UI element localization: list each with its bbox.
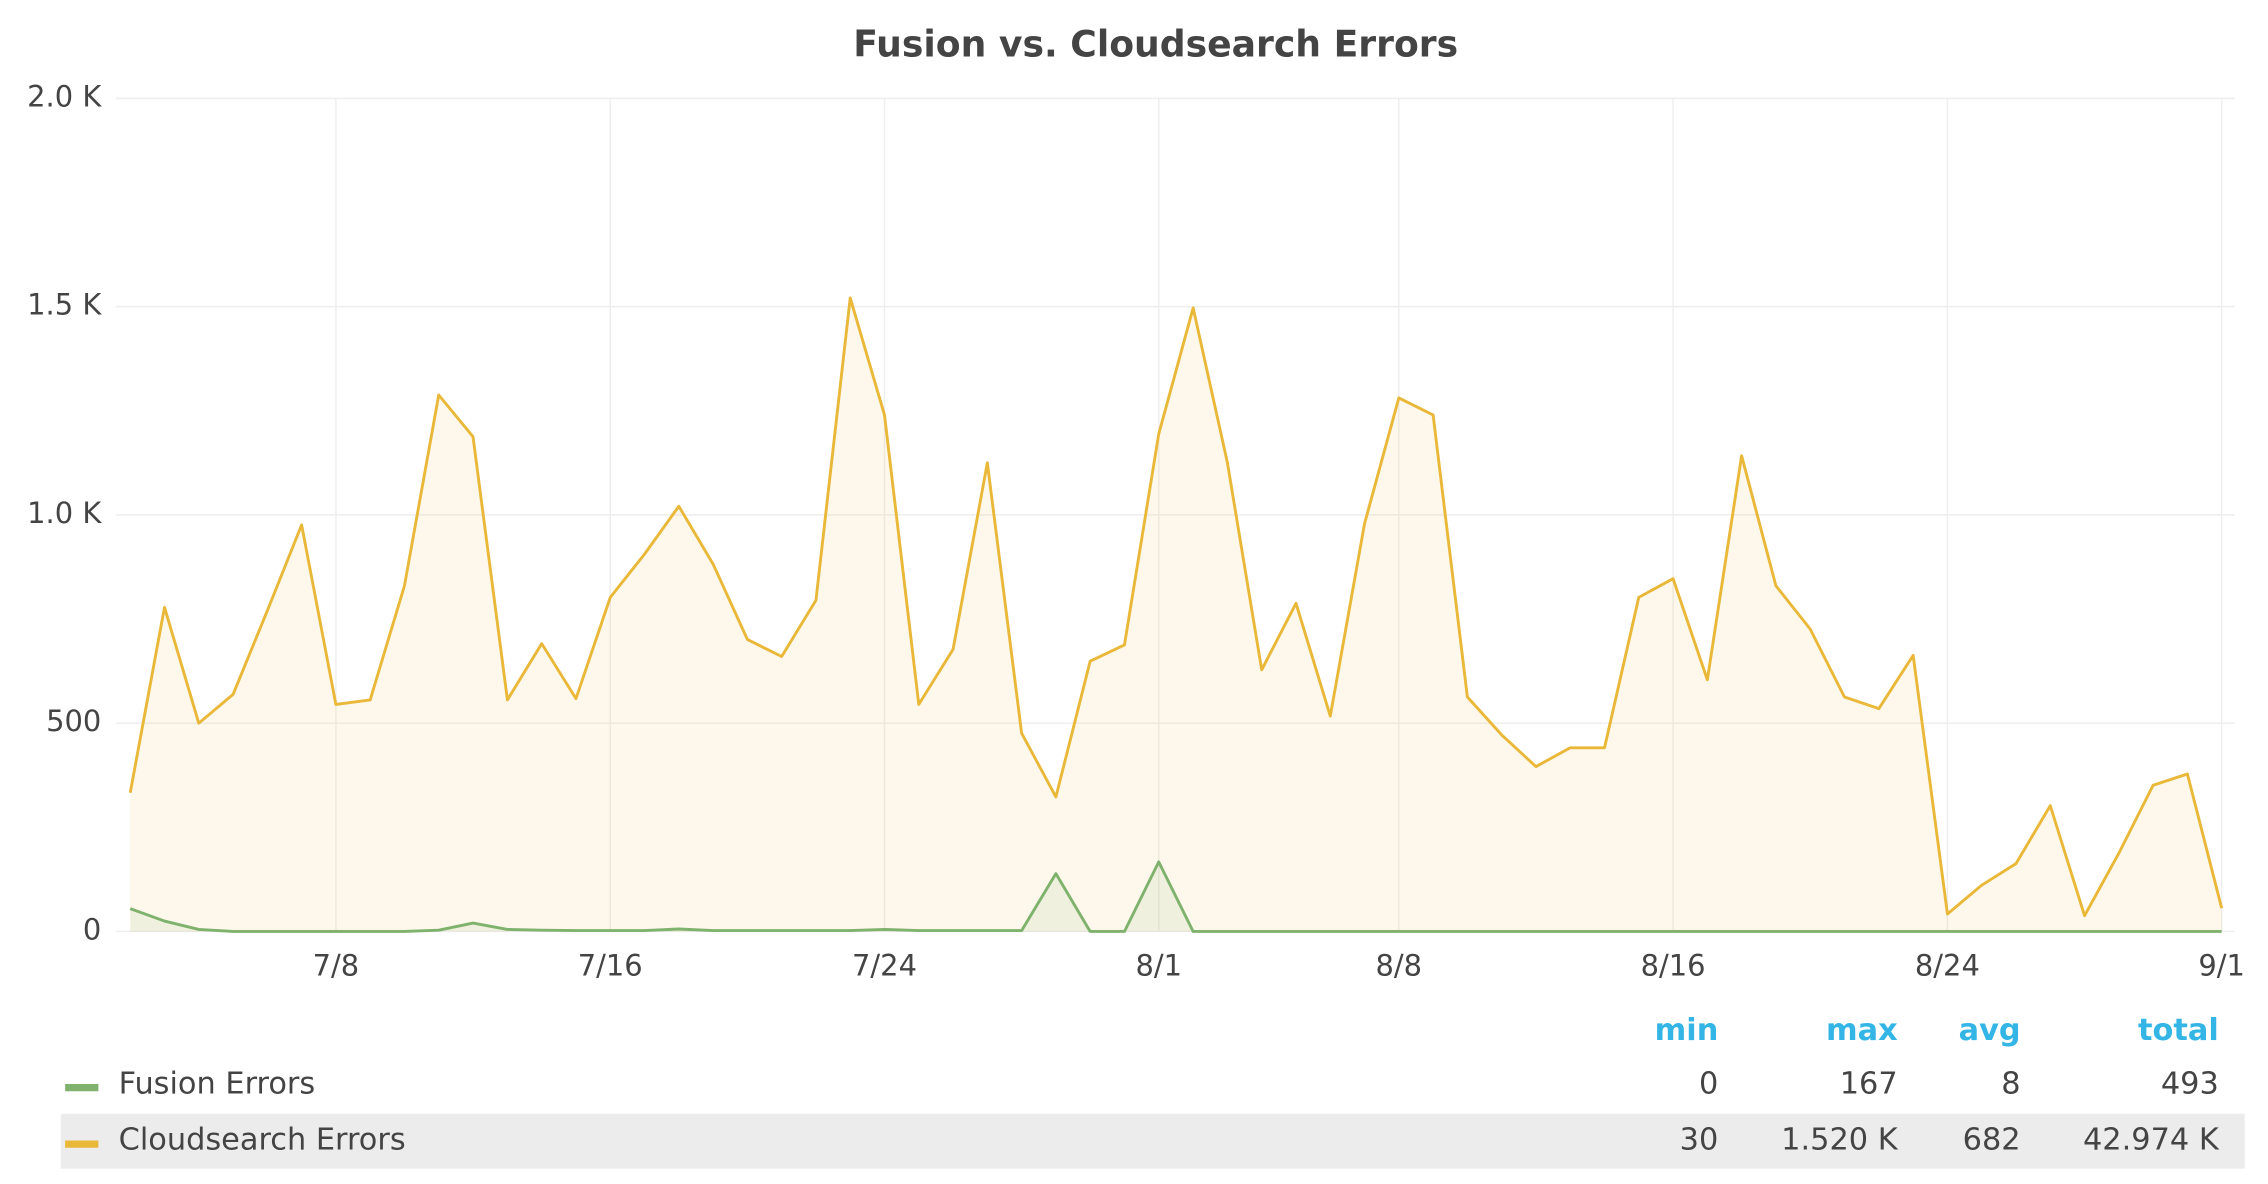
y-tick-label: 0: [83, 912, 101, 946]
legend-entry[interactable]: Cloudsearch Errors: [119, 1123, 406, 1158]
series-area: [130, 297, 2222, 932]
y-tick-label: 1.0 K: [27, 496, 102, 530]
legend-stat: 1.520 K: [1781, 1123, 1899, 1158]
series-line: [128, 296, 2224, 918]
legend-entry[interactable]: Fusion Errors: [119, 1066, 316, 1101]
x-tick-label: 8/16: [1641, 949, 1706, 983]
legend-column-header[interactable]: avg: [1959, 1013, 2021, 1048]
legend-stat: 30: [1680, 1123, 1719, 1158]
x-tick-label: 7/8: [313, 949, 360, 983]
legend-stat: 682: [1963, 1123, 2021, 1158]
y-tick-label: 500: [46, 704, 101, 738]
x-tick-label: 9/1: [2198, 949, 2245, 983]
legend-column-header[interactable]: total: [2138, 1013, 2219, 1048]
legend-stat: 493: [2161, 1066, 2219, 1101]
x-tick-label: 8/1: [1136, 949, 1183, 983]
y-tick-label: 2.0 K: [27, 79, 102, 113]
legend-stat: 8: [2001, 1066, 2020, 1101]
chart-title: Fusion vs. Cloudsearch Errors: [853, 22, 1458, 65]
series-line: [129, 860, 2222, 933]
x-tick-label: 8/24: [1915, 949, 1980, 983]
x-tick-label: 7/16: [578, 949, 643, 983]
legend-row-highlight: [60, 1113, 2245, 1169]
x-tick-label: 8/8: [1376, 949, 1423, 983]
legend-stat: 167: [1840, 1066, 1898, 1101]
legend-column-header[interactable]: max: [1826, 1013, 1898, 1048]
y-tick-label: 1.5 K: [27, 288, 102, 322]
legend-stat: 42.974 K: [2083, 1123, 2220, 1158]
x-tick-label: 7/24: [852, 949, 917, 983]
legend-column-header[interactable]: min: [1655, 1013, 1719, 1048]
legend-stat: 0: [1699, 1066, 1718, 1101]
